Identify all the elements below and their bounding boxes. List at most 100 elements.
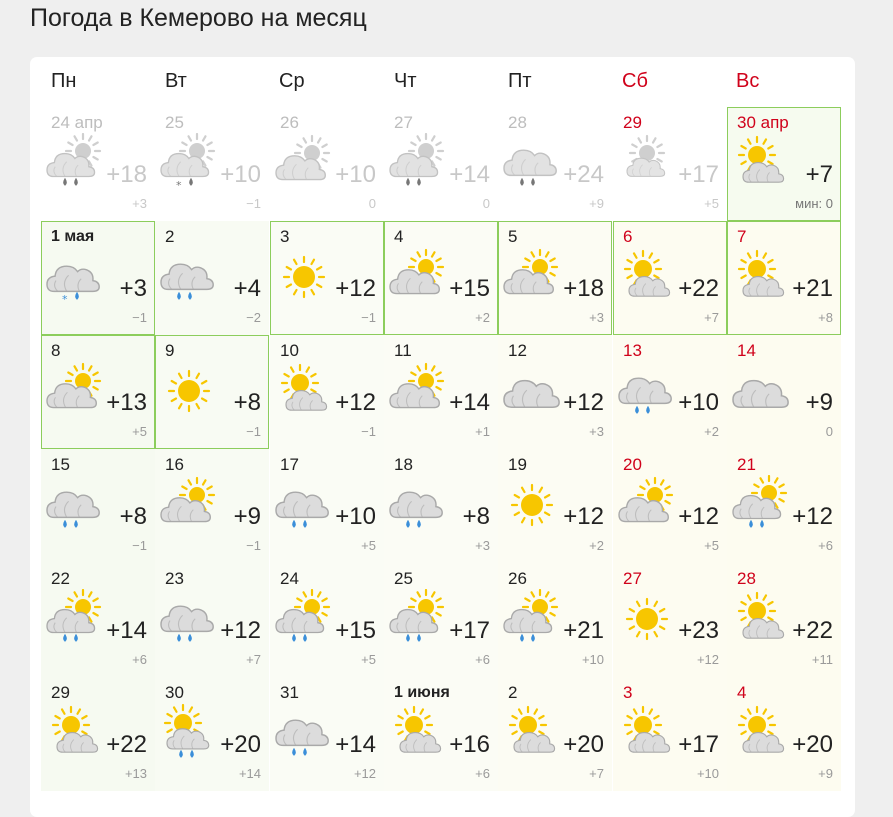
page-title: Погода в Кемерово на месяц [30,4,367,32]
night-temperature: +5 [704,196,719,211]
day-temperature: +12 [335,275,376,302]
day-cell[interactable]: 31 +14 +12 [270,677,384,791]
day-cell[interactable]: 30 +20 +14 [155,677,269,791]
day-date: 10 [280,341,299,360]
day-cell[interactable]: 21 +12 +6 [727,449,841,563]
day-cell[interactable]: 4 +15 +2 [384,221,498,335]
cloud-sun-icon [388,247,448,307]
night-temperature: +8 [818,310,833,325]
night-temperature: +13 [124,766,147,781]
cloud-sun-rain-icon [388,589,448,649]
day-cell[interactable]: 25 +17 +6 [384,563,498,677]
day-date: 15 [51,455,70,474]
day-cell[interactable]: 10 +12 −1 [270,335,384,449]
day-cell[interactable]: 5 +18 +3 [498,221,612,335]
day-temperature: +8 [462,503,490,530]
sun-icon [617,589,677,649]
day-date: 30 [165,683,184,702]
day-cell[interactable]: 8 +13 +5 [41,335,155,449]
cloud-rain-icon [274,475,334,535]
day-date: 1 мая [51,228,95,245]
day-cell[interactable]: 19 +12 +2 [498,449,612,563]
day-cell[interactable]: 2 +4 −2 [155,221,269,335]
day-temperature: +10 [678,389,719,416]
day-cell[interactable]: 1 июня +16 +6 [384,677,498,791]
night-temperature: −2 [246,310,261,325]
day-cell[interactable]: 26 +10 0 [270,107,384,221]
day-cell[interactable]: 3 +12 −1 [270,221,384,335]
day-date: 26 [280,113,299,132]
night-temperature: +6 [475,652,490,667]
day-cell[interactable]: 30 апр +7 мин: 0 [727,107,841,221]
day-cell[interactable]: 28 +24 +9 [498,107,612,221]
day-date: 14 [737,341,756,360]
day-cell[interactable]: 29 +22 +13 [41,677,155,791]
day-cell[interactable]: 16 +9 −1 [155,449,269,563]
svg-text:*: * [176,179,182,192]
night-temperature: −1 [361,424,376,439]
day-cell[interactable]: 15 +8 −1 [41,449,155,563]
day-temperature: +21 [792,275,833,302]
day-temperature: +17 [678,731,719,758]
day-temperature: +23 [678,617,719,644]
day-cell[interactable]: 3 +17 +10 [613,677,727,791]
day-cell[interactable]: 14 +9 0 [727,335,841,449]
night-temperature: −1 [246,424,261,439]
day-cell[interactable]: 23 +12 +7 [155,563,269,677]
cloud-sun-icon [45,361,105,421]
night-temperature: +11 [811,652,833,667]
night-temperature: +3 [132,196,147,211]
day-date: 29 [623,113,642,132]
day-date: 3 [280,227,290,246]
day-cell[interactable]: 9 +8 −1 [155,335,269,449]
day-cell[interactable]: 4 +20 +9 [727,677,841,791]
weekday-mon: Пн [51,70,77,92]
day-cell[interactable]: 7 +21 +8 [727,221,841,335]
day-cell[interactable]: 20 +12 +5 [613,449,727,563]
night-temperature: +10 [581,652,604,667]
day-temperature: +12 [792,503,833,530]
day-temperature: +7 [805,161,833,188]
weekday-fri: Пт [508,70,532,92]
day-cell[interactable]: 29 +17 +5 [613,107,727,221]
cloud-sun-icon [388,361,448,421]
cloud-sun-rain-icon [45,133,105,193]
day-cell[interactable]: 28 +22 +11 [727,563,841,677]
sun-cloud-icon [274,361,334,421]
night-temperature: +1 [475,424,490,439]
night-temperature: +5 [132,424,147,439]
day-temperature: +4 [233,275,261,302]
day-cell[interactable]: 24 апр +18 +3 [41,107,155,221]
day-cell[interactable]: 27 +23 +12 [613,563,727,677]
day-cell[interactable]: 25 * +10 −1 [155,107,269,221]
day-cell[interactable]: 6 +22 +7 [613,221,727,335]
night-temperature: +7 [246,652,261,667]
day-date: 21 [737,455,756,474]
day-cell[interactable]: 1 мая * +3 −1 [41,221,155,335]
day-temperature: +8 [233,389,261,416]
day-cell[interactable]: 12 +12 +3 [498,335,612,449]
day-cell[interactable]: 13 +10 +2 [613,335,727,449]
cloud-rain-icon [159,247,219,307]
day-cell[interactable]: 2 +20 +7 [498,677,612,791]
cloud-rain-icon [45,475,105,535]
day-cell[interactable]: 26 +21 +10 [498,563,612,677]
day-date: 5 [508,227,518,246]
day-date: 30 апр [737,113,789,132]
day-cell[interactable]: 17 +10 +5 [270,449,384,563]
day-temperature: +18 [106,161,147,188]
day-temperature: +15 [449,275,490,302]
day-cell[interactable]: 24 +15 +5 [270,563,384,677]
day-cell[interactable]: 18 +8 +3 [384,449,498,563]
day-date: 31 [280,683,299,702]
day-cell[interactable]: 22 +14 +6 [41,563,155,677]
day-cell[interactable]: 27 +14 0 [384,107,498,221]
day-cell[interactable]: 11 +14 +1 [384,335,498,449]
cloud-sun-icon [502,247,562,307]
night-temperature: мин: 0 [795,196,833,211]
cloud-sun-rain-icon [731,475,791,535]
day-temperature: +18 [563,275,604,302]
day-temperature: +10 [220,161,261,188]
svg-text:*: * [62,293,68,306]
sun-cloud-icon [388,703,448,763]
